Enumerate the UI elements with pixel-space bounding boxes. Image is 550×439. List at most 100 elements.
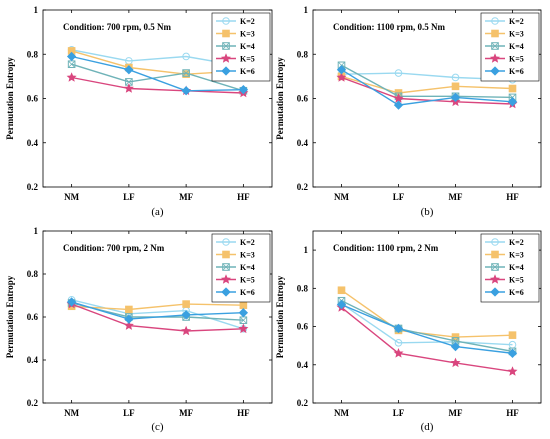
y-tick-label: 0.4 [27,138,39,148]
legend-box [211,12,271,82]
y-tick-label: 0.6 [297,322,309,332]
legend-marker [489,274,501,284]
series-line [341,303,513,354]
legend-marker [220,53,232,63]
data-point [336,72,347,82]
y-tick-label: 1 [34,5,39,15]
data-point [336,299,347,310]
x-tick-label: MF [179,408,193,418]
chart-title: Condition: 700 rpm, 0.5 Nm [63,22,172,32]
legend-label: K=4 [509,263,524,272]
legend-label: K=6 [240,288,255,297]
legend-label: K=4 [240,263,255,272]
chart-panel-2: 0.2 0.4 0.6 0.8 1 NM LF MF HF Permutation Entropy… [275,5,542,218]
x-tick-label: HF [237,192,250,202]
data-point [451,73,460,82]
legend-label: K=3 [509,30,524,39]
data-point [394,339,403,347]
series-line [341,69,513,106]
series-line [71,303,244,311]
y-tick-label: 0.4 [27,355,39,365]
plot-area-frame [312,230,542,404]
legend-marker [222,250,230,259]
data-point [508,84,517,93]
legend-marker [491,29,499,38]
panel-caption: (d) [421,421,434,433]
panel-caption: (a) [151,206,164,218]
legend-marker [222,238,230,246]
data-point-cross [125,78,133,86]
data-point [336,65,347,75]
legend-label: K=6 [240,67,255,76]
data-point [451,333,460,341]
legend-box [211,233,271,303]
data-point [238,308,249,318]
legend-label: K=5 [509,276,524,285]
x-tick-label: LF [393,192,405,202]
legend-marker [489,53,501,63]
x-tick-label: MF [449,192,463,202]
legend-marker-cross [491,263,499,271]
series-line [71,55,244,92]
legend-marker [491,238,499,246]
y-tick-label: 1 [304,245,309,255]
series-line [71,63,244,92]
data-point [181,86,191,96]
legend-label: K=2 [240,238,255,247]
x-tick-label: HF [237,408,250,418]
chart-panel-1: 0.2 0.4 0.6 0.8 1 NM LF MF HF Permutation Entropy… [5,5,273,218]
x-tick-label: HF [506,408,519,418]
data-point [393,323,404,334]
legend-marker [491,42,499,50]
y-tick-label: 1 [304,5,309,15]
data-point-cross [68,60,76,68]
series-k3 [67,300,248,314]
chart-panel-4: 0.2 0.4 0.6 0.8 1 NM LF MF HF Permutation Entropy… [275,230,542,433]
legend-marker [220,274,232,284]
legend-label: K=4 [240,42,255,51]
y-tick-label: 0.6 [27,312,39,322]
data-point [123,83,134,93]
legend-label: K=3 [240,30,255,39]
legend-label: K=4 [509,42,524,51]
data-point-cross [451,337,460,345]
x-tick-label: MF [449,408,463,418]
series-line [341,75,513,94]
series-line [341,306,513,373]
data-point [450,341,461,352]
data-point [239,301,248,309]
data-point [66,72,77,82]
legend-marker [490,287,500,297]
y-tick-label: 0.2 [27,398,39,408]
y-tick-label: 0.4 [297,360,309,370]
data-point [450,92,461,103]
data-point [507,348,518,358]
legend: K=2 K=3 K=4 K=5 K=6 [480,233,540,303]
legend-marker [491,17,499,25]
x-tick-label: LF [123,192,135,202]
data-point [393,348,404,358]
data-point [181,310,191,320]
legend-label: K=6 [509,288,524,297]
legend-marker [222,263,230,271]
data-point [508,331,517,339]
data-point [393,100,404,110]
x-tick-label: NM [334,192,349,202]
legend-label: K=2 [509,17,524,26]
legend-label: K=6 [509,67,524,76]
data-point [181,325,192,336]
legend-box [480,12,540,82]
data-point [124,314,134,324]
legend-marker [490,66,500,76]
data-point-box [182,69,190,77]
data-point [125,305,133,314]
x-tick-label: NM [334,408,349,418]
legend-marker [221,287,231,297]
data-point [507,97,518,107]
y-axis-label: Permutation Entropy [5,57,15,140]
x-tick-label: LF [393,408,405,418]
data-point [182,69,190,77]
y-axis-label: Permutation Entropy [275,57,285,140]
y-tick-label: 0.8 [297,49,309,59]
